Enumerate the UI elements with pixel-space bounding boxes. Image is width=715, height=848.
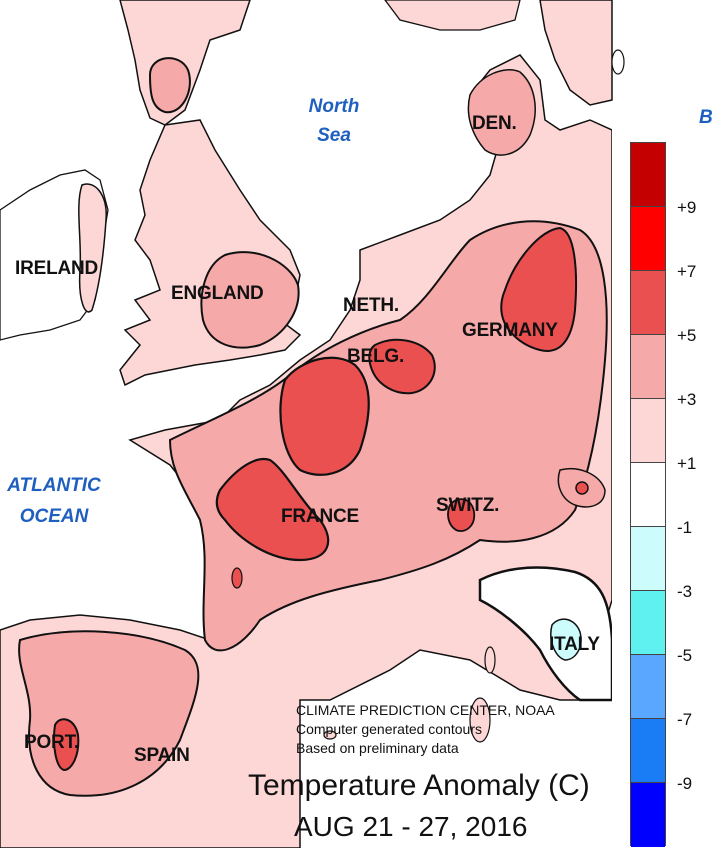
land-norway-tip xyxy=(384,0,521,31)
legend-tick: +3 xyxy=(677,390,697,409)
ireland-warm-zone xyxy=(78,183,107,313)
country-label-england: ENGLAND xyxy=(171,283,264,304)
north-sea-line1: North xyxy=(308,96,360,117)
legend-tick: -7 xyxy=(677,710,693,729)
legend-bin-neutral xyxy=(631,463,665,527)
credit-line: Computer generated contours xyxy=(296,721,482,737)
atlantic-line1: ATLANTIC xyxy=(7,475,101,496)
credit-line: Based on preliminary data xyxy=(296,740,459,756)
italy-cool-zone xyxy=(550,618,582,661)
legend-tick: +5 xyxy=(677,326,697,345)
sea-label-north-sea: North Sea xyxy=(298,92,370,150)
lake-sweden xyxy=(611,49,625,75)
island-mallorca xyxy=(323,730,337,740)
legend-bin-3-5 xyxy=(631,335,665,399)
credit-line: CLIMATE PREDICTION CENTER, NOAA xyxy=(296,702,555,718)
england-warm-zone xyxy=(200,251,300,349)
atlantic-line2: OCEAN xyxy=(19,506,89,527)
legend-bin-below-minus9 xyxy=(631,783,665,847)
country-label-france: FRANCE xyxy=(281,506,359,527)
legend-bin-minus5-minus7 xyxy=(631,655,665,719)
legend-tick: -1 xyxy=(677,518,693,537)
france-hot-zone-west xyxy=(215,457,330,562)
north-sea-line2: Sea xyxy=(317,125,351,146)
legend-color-bar xyxy=(630,142,666,847)
map-date: AUG 21 - 27, 2016 xyxy=(294,811,528,842)
legend-bin-7-9 xyxy=(631,207,665,271)
map-title: Temperature Anomaly (C) xyxy=(248,769,590,802)
legend-tick: +7 xyxy=(677,262,697,281)
portugal-hot-zone xyxy=(53,718,80,772)
germany-hot-zone xyxy=(500,226,578,352)
island-sardinia xyxy=(469,697,491,743)
legend-bin-5-7 xyxy=(631,271,665,335)
legend-bin-minus7-minus9 xyxy=(631,719,665,783)
country-label-spain: SPAIN xyxy=(134,745,190,766)
country-label-ireland: IRELAND xyxy=(15,258,99,279)
scotland-warm-zone xyxy=(148,57,191,114)
land-scandinavia xyxy=(539,0,613,106)
legend-tick: -9 xyxy=(677,774,693,793)
legend-tick: -5 xyxy=(677,646,693,665)
france-hot-zone-north xyxy=(279,356,370,476)
denmark-warm-zone xyxy=(467,69,536,156)
country-label-neth: NETH. xyxy=(343,295,400,316)
country-label-switz: SWITZ. xyxy=(436,495,500,516)
legend-tick: +9 xyxy=(677,198,697,217)
legend-bin-minus3-minus5 xyxy=(631,591,665,655)
country-label-port: PORT. xyxy=(24,732,79,753)
legend-bin-1-3 xyxy=(631,399,665,463)
legend-tick: +1 xyxy=(677,454,697,473)
country-label-italy: ITALY xyxy=(549,634,600,655)
austria-hot-spot xyxy=(575,481,589,495)
credit-block: CLIMATE PREDICTION CENTER, NOAA Computer… xyxy=(296,701,555,758)
corner-label-fragment: B xyxy=(699,107,713,128)
island-corsica xyxy=(484,646,496,674)
belgium-hot-zone xyxy=(368,338,436,395)
sea-label-atlantic: ATLANTIC OCEAN xyxy=(0,470,108,532)
switzerland-hot-zone xyxy=(447,498,476,532)
legend-bin-above-9 xyxy=(631,143,665,207)
legend-bin-minus1-minus3 xyxy=(631,527,665,591)
island-bay-biscay xyxy=(231,567,243,589)
legend-tick: -3 xyxy=(677,582,693,601)
country-label-den: DEN. xyxy=(472,113,517,134)
country-label-germany: GERMANY xyxy=(462,320,558,341)
country-label-belg: BELG. xyxy=(347,346,405,367)
